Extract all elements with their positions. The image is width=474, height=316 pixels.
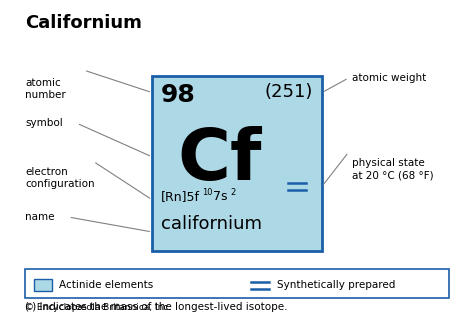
Text: atomic weight: atomic weight <box>353 73 427 83</box>
Text: Synthetically prepared: Synthetically prepared <box>277 280 395 290</box>
Text: atomic
number: atomic number <box>25 78 66 100</box>
Text: symbol: symbol <box>25 118 63 128</box>
Text: Cf: Cf <box>178 126 262 195</box>
Text: californium: californium <box>161 215 262 233</box>
Text: 98: 98 <box>161 83 195 107</box>
Text: 10: 10 <box>202 188 213 197</box>
Text: name: name <box>25 212 55 222</box>
Text: 7s: 7s <box>213 190 228 203</box>
Text: Actinide elements: Actinide elements <box>59 280 153 290</box>
Text: Californium: Californium <box>25 14 142 32</box>
Text: 2: 2 <box>230 188 235 197</box>
Text: [Rn]5f: [Rn]5f <box>161 190 200 203</box>
Text: physical state
at 20 °C (68 °F): physical state at 20 °C (68 °F) <box>353 158 434 180</box>
FancyBboxPatch shape <box>35 279 52 291</box>
Text: © Encyclopædia Britannica, Inc.: © Encyclopædia Britannica, Inc. <box>25 303 171 312</box>
Text: (251): (251) <box>265 83 313 101</box>
FancyBboxPatch shape <box>152 76 322 251</box>
Text: ( ) indicates the mass of the longest-lived isotope.: ( ) indicates the mass of the longest-li… <box>25 302 287 312</box>
FancyBboxPatch shape <box>25 269 449 298</box>
Text: electron
configuration: electron configuration <box>25 167 95 189</box>
